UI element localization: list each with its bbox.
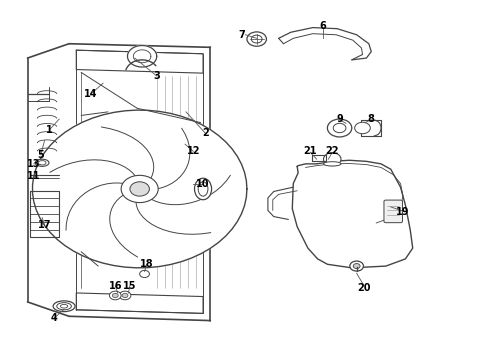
Text: 21: 21 [303, 146, 316, 156]
Polygon shape [76, 50, 203, 73]
Text: 14: 14 [84, 89, 98, 99]
Ellipse shape [61, 305, 68, 308]
Ellipse shape [57, 303, 71, 310]
Text: 13: 13 [27, 159, 41, 169]
Polygon shape [360, 120, 380, 136]
Text: 20: 20 [357, 283, 370, 293]
Polygon shape [127, 45, 157, 67]
Circle shape [121, 175, 158, 203]
Text: 16: 16 [108, 281, 122, 291]
Text: 3: 3 [153, 71, 160, 81]
Text: 7: 7 [238, 30, 245, 40]
Text: 10: 10 [196, 179, 209, 189]
Ellipse shape [53, 301, 75, 312]
Polygon shape [69, 44, 210, 320]
Ellipse shape [194, 178, 211, 200]
Circle shape [327, 119, 351, 137]
Text: 15: 15 [123, 281, 136, 291]
Text: 6: 6 [319, 21, 325, 31]
Text: 8: 8 [367, 114, 374, 124]
Circle shape [246, 32, 266, 46]
Circle shape [109, 291, 121, 300]
Text: 4: 4 [51, 313, 58, 323]
Text: 22: 22 [325, 146, 338, 156]
Ellipse shape [38, 161, 46, 165]
Circle shape [122, 293, 128, 298]
Text: 5: 5 [37, 150, 44, 160]
Text: 11: 11 [27, 171, 41, 181]
Circle shape [112, 293, 118, 298]
Polygon shape [278, 28, 370, 60]
Circle shape [349, 261, 363, 271]
Circle shape [332, 123, 345, 133]
Circle shape [251, 35, 262, 43]
Text: 18: 18 [140, 259, 153, 269]
Text: 9: 9 [336, 114, 342, 124]
Polygon shape [33, 110, 246, 268]
Text: 17: 17 [38, 220, 51, 230]
Circle shape [352, 264, 359, 269]
Polygon shape [292, 160, 412, 268]
Circle shape [119, 291, 131, 300]
Text: 19: 19 [395, 207, 409, 217]
Ellipse shape [323, 162, 340, 166]
Circle shape [130, 182, 149, 196]
Polygon shape [27, 44, 69, 316]
Circle shape [354, 122, 369, 134]
Circle shape [323, 153, 340, 166]
Text: 1: 1 [46, 125, 53, 135]
FancyBboxPatch shape [383, 200, 402, 223]
Ellipse shape [35, 159, 49, 166]
Text: 2: 2 [202, 129, 208, 138]
Circle shape [140, 270, 149, 278]
Text: 12: 12 [186, 146, 200, 156]
Polygon shape [311, 155, 326, 161]
Ellipse shape [198, 182, 207, 196]
Polygon shape [76, 293, 203, 314]
